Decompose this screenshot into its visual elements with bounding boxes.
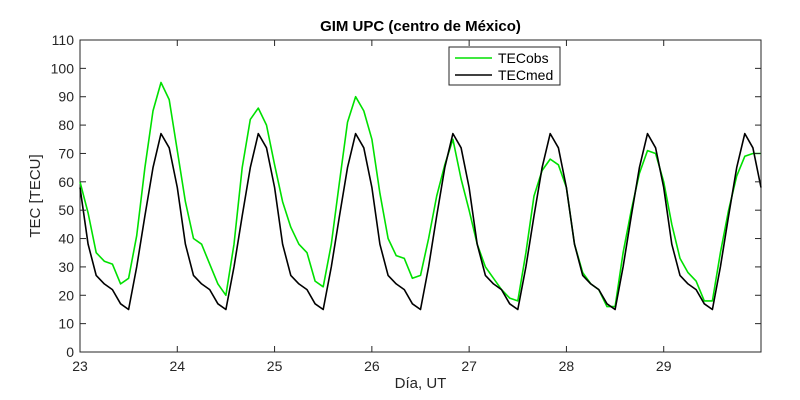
y-tick-label: 40: [58, 231, 74, 247]
y-tick-label: 100: [51, 60, 75, 76]
x-axis-label: Día, UT: [395, 375, 447, 392]
legend-label-tecmed: TECmed: [498, 67, 553, 83]
y-tick-label: 90: [58, 89, 74, 105]
y-tick-label: 10: [58, 316, 74, 332]
y-tick-label: 50: [58, 202, 74, 218]
legend-label-tecobs: TECobs: [498, 50, 549, 66]
x-tick-label: 28: [559, 358, 575, 374]
y-tick-label: 20: [58, 287, 74, 303]
axis-ticks: 23 24 25 26 27 28 29 0 10 20 30 40 50 60 70 80 90 100 110: [51, 32, 761, 374]
y-tick-label: 70: [58, 145, 74, 161]
x-tick-label: 23: [72, 358, 88, 374]
y-tick-label: 0: [66, 344, 74, 360]
x-tick-label: 26: [364, 358, 380, 374]
chart-title: GIM UPC (centro de México): [320, 18, 521, 35]
legend-box: [448, 46, 561, 86]
y-axis-label: TEC [TECU]: [27, 154, 44, 237]
x-tick-label: 25: [267, 358, 283, 374]
x-tick-label: 29: [656, 358, 672, 374]
series-layer: [79, 81, 762, 311]
plot-area-frame: [79, 39, 762, 353]
y-tick-label: 110: [52, 32, 75, 48]
series-line-tecobs: [79, 81, 761, 308]
y-tick-label: 30: [58, 259, 74, 275]
x-tick-label: 27: [461, 358, 477, 374]
series-line-tecmed: [79, 132, 762, 311]
y-tick-label: 60: [58, 174, 74, 190]
y-tick-label: 80: [58, 117, 74, 133]
x-tick-label: 24: [169, 358, 185, 374]
